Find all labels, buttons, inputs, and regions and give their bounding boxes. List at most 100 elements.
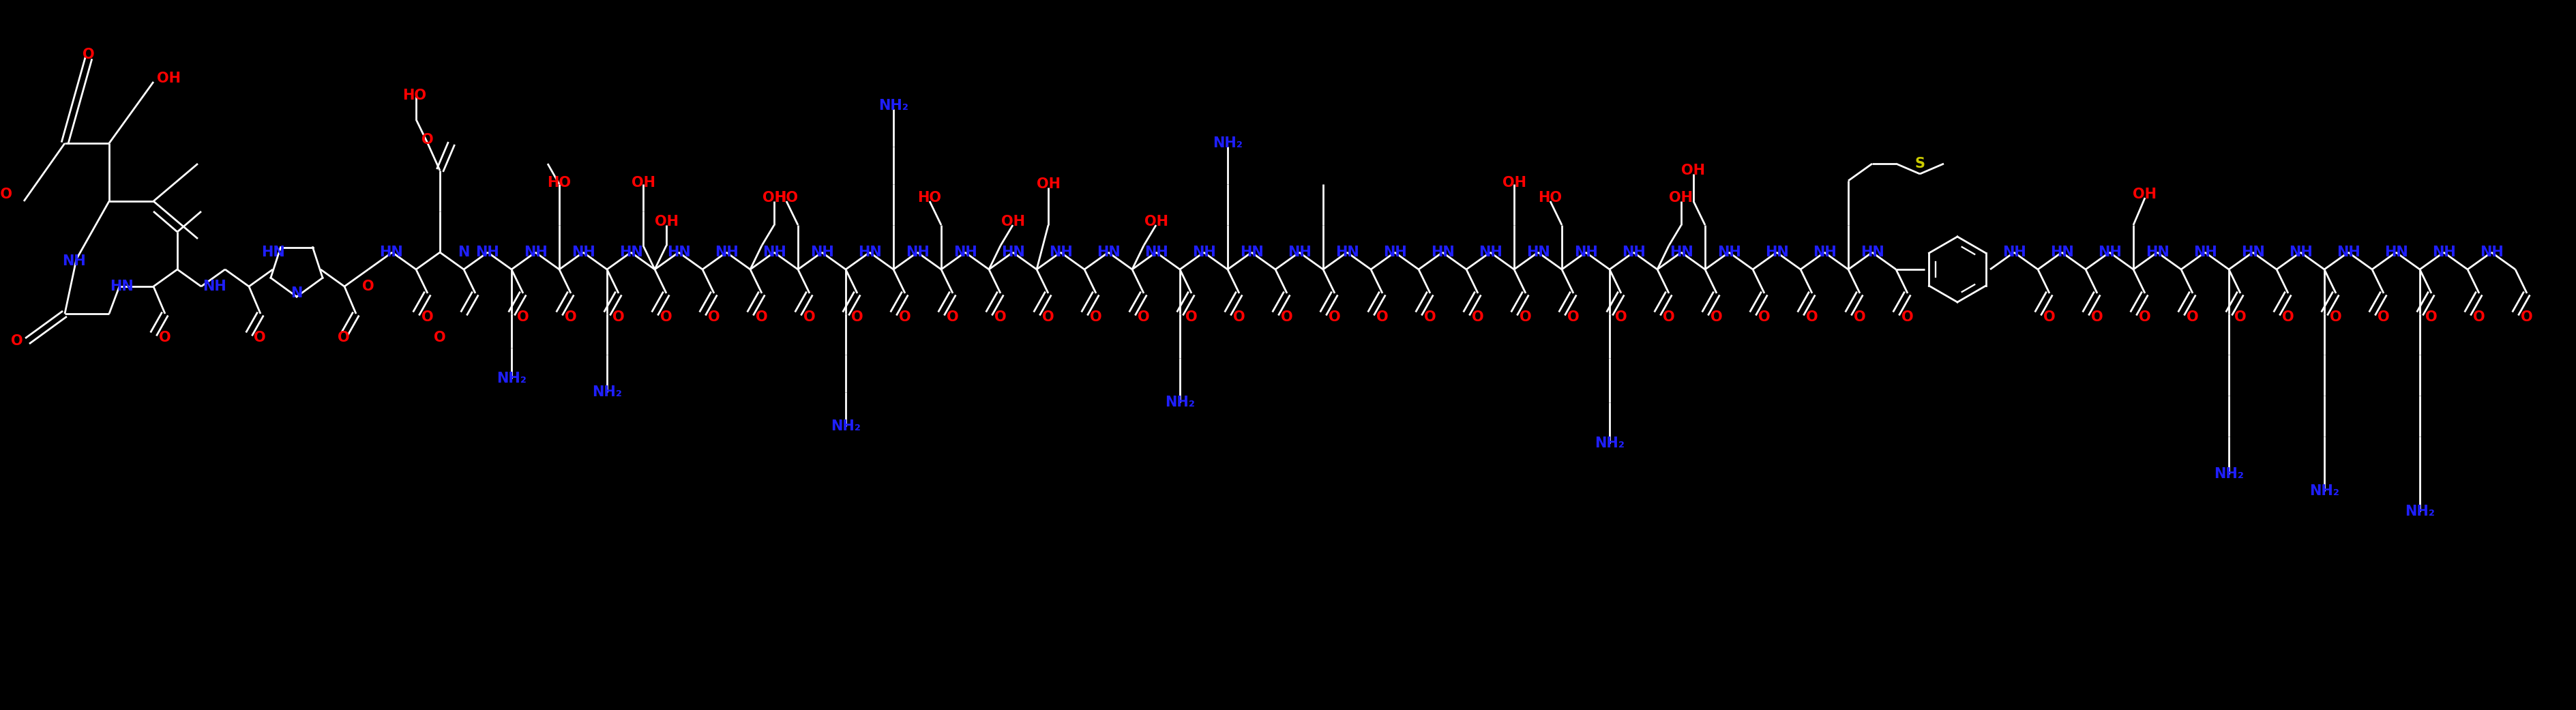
Text: N: N — [459, 246, 469, 259]
Text: NH: NH — [762, 246, 786, 259]
Text: O: O — [1425, 310, 1437, 324]
Text: O: O — [659, 310, 672, 324]
Text: O: O — [1615, 310, 1628, 324]
Text: NH₂: NH₂ — [2213, 467, 2244, 481]
Text: NH: NH — [907, 246, 930, 259]
Text: HN: HN — [1097, 246, 1121, 259]
Text: OH: OH — [1682, 164, 1705, 178]
Text: O: O — [1043, 310, 1054, 324]
Text: NH: NH — [953, 246, 976, 259]
Text: OH: OH — [1669, 191, 1692, 204]
Text: O: O — [948, 310, 958, 324]
Text: HO: HO — [0, 187, 13, 201]
Text: S: S — [1914, 157, 1924, 170]
Text: NH: NH — [2002, 246, 2025, 259]
Text: O: O — [1664, 310, 1674, 324]
Text: O: O — [82, 48, 95, 61]
Text: HN: HN — [858, 246, 881, 259]
Text: HN: HN — [1669, 246, 1692, 259]
Text: NH: NH — [204, 280, 227, 293]
Text: O: O — [433, 331, 446, 344]
Text: O: O — [2138, 310, 2151, 324]
Text: O: O — [994, 310, 1007, 324]
Text: NH: NH — [1574, 246, 1597, 259]
Text: NH: NH — [572, 246, 595, 259]
Text: O: O — [708, 310, 721, 324]
Text: O: O — [1234, 310, 1244, 324]
Text: HN: HN — [2385, 246, 2409, 259]
Text: O: O — [2427, 310, 2437, 324]
Text: HN: HN — [260, 246, 286, 259]
Text: O: O — [850, 310, 863, 324]
Text: OH: OH — [1036, 178, 1061, 191]
Text: OH: OH — [1144, 215, 1167, 229]
Text: HN: HN — [1334, 246, 1360, 259]
Text: N: N — [291, 286, 301, 300]
Text: O: O — [564, 310, 577, 324]
Text: HN: HN — [2050, 246, 2074, 259]
Text: O: O — [1901, 310, 1914, 324]
Text: O: O — [363, 280, 374, 293]
Text: NH₂: NH₂ — [592, 386, 621, 399]
Text: NH: NH — [1718, 246, 1741, 259]
Text: O: O — [1855, 310, 1865, 324]
Text: NH: NH — [714, 246, 739, 259]
Text: NH₂: NH₂ — [1595, 437, 1625, 450]
Text: HN: HN — [1860, 246, 1883, 259]
Text: O: O — [1806, 310, 1819, 324]
Text: NH₂: NH₂ — [497, 372, 526, 386]
Text: NH: NH — [2336, 246, 2360, 259]
Text: NH: NH — [2097, 246, 2123, 259]
Text: OH: OH — [1002, 215, 1025, 229]
Text: O: O — [2522, 310, 2532, 324]
Text: O: O — [1759, 310, 1770, 324]
Text: HN: HN — [111, 280, 134, 293]
Text: O: O — [337, 331, 350, 344]
Text: HO: HO — [546, 176, 572, 190]
Text: O: O — [2378, 310, 2391, 324]
Text: NH₂: NH₂ — [1213, 136, 1242, 150]
Text: NH: NH — [2287, 246, 2313, 259]
Text: O: O — [2329, 310, 2342, 324]
Text: HN: HN — [1430, 246, 1455, 259]
Text: NH: NH — [1288, 246, 1311, 259]
Text: O: O — [2282, 310, 2295, 324]
Text: NH: NH — [2192, 246, 2218, 259]
Text: O: O — [2092, 310, 2102, 324]
Text: O: O — [1376, 310, 1388, 324]
Text: NH: NH — [523, 246, 546, 259]
Text: NH: NH — [1814, 246, 1837, 259]
Text: HO: HO — [402, 89, 428, 102]
Text: HN: HN — [618, 246, 644, 259]
Text: O: O — [1710, 310, 1723, 324]
Text: NH: NH — [809, 246, 835, 259]
Text: O: O — [1566, 310, 1579, 324]
Text: O: O — [1185, 310, 1198, 324]
Text: O: O — [755, 310, 768, 324]
Text: HN: HN — [1239, 246, 1262, 259]
Text: OH: OH — [654, 215, 677, 229]
Text: HO: HO — [775, 191, 799, 204]
Text: O: O — [2187, 310, 2200, 324]
Text: OH: OH — [631, 176, 654, 190]
Text: O: O — [422, 310, 433, 324]
Text: HN: HN — [1765, 246, 1788, 259]
Text: HN: HN — [2241, 246, 2264, 259]
Text: O: O — [160, 331, 170, 344]
Text: NH: NH — [1144, 246, 1167, 259]
Text: OH: OH — [157, 72, 180, 85]
Text: NH₂: NH₂ — [878, 99, 909, 113]
Text: O: O — [1280, 310, 1293, 324]
Text: O: O — [2233, 310, 2246, 324]
Text: NH₂: NH₂ — [829, 420, 860, 433]
Text: HN: HN — [2146, 246, 2169, 259]
Text: O: O — [422, 133, 433, 147]
Text: O: O — [1471, 310, 1484, 324]
Text: O: O — [518, 310, 528, 324]
Text: NH₂: NH₂ — [2308, 484, 2339, 498]
Text: NH: NH — [474, 246, 500, 259]
Text: O: O — [899, 310, 912, 324]
Text: NH: NH — [1383, 246, 1406, 259]
Text: HN: HN — [667, 246, 690, 259]
Text: O: O — [1139, 310, 1149, 324]
